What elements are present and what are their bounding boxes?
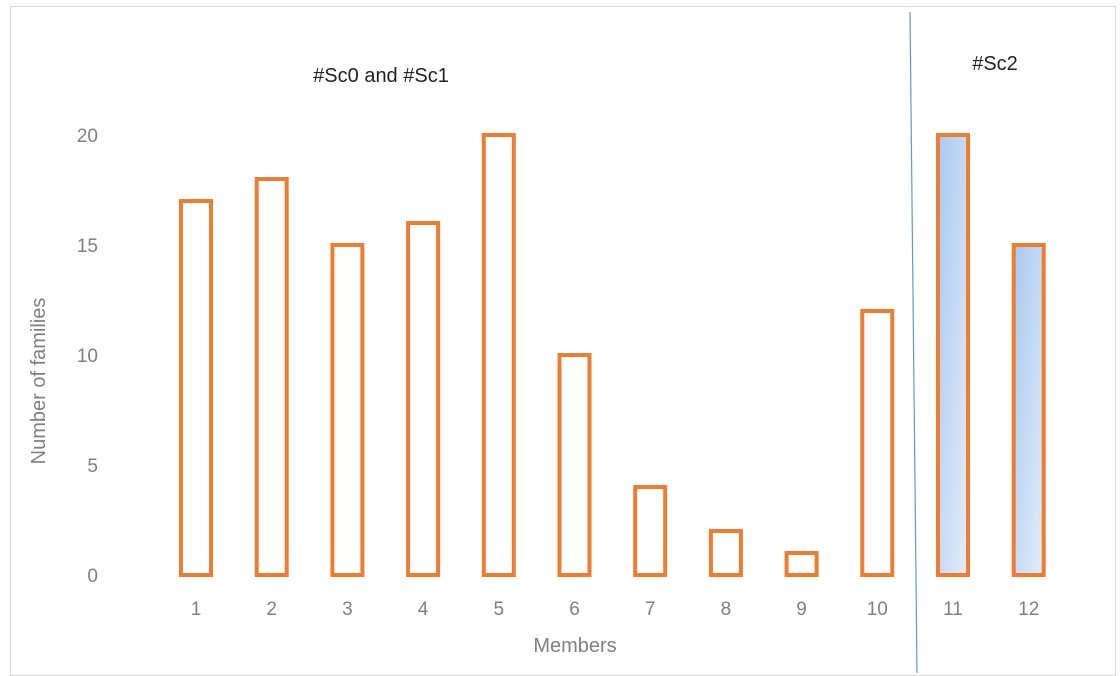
bar-4: [406, 221, 441, 577]
y-tick-labels: 0 5 10 15 20: [77, 126, 98, 587]
y-tick-label-0: 0: [87, 566, 98, 587]
x-axis-title: Members: [533, 635, 616, 657]
x-tick-label-6: 6: [569, 599, 580, 620]
x-tick-label-12: 12: [1018, 599, 1039, 620]
x-tick-label-7: 7: [645, 599, 656, 620]
x-tick-label-1: 1: [191, 599, 202, 620]
region-label-sc0-sc1: #Sc0 and #Sc1: [313, 65, 449, 87]
bar-7: [633, 485, 668, 577]
x-tick-label-5: 5: [494, 599, 505, 620]
scenario-divider-line: [909, 11, 918, 673]
bar-12: [1011, 243, 1046, 577]
y-tick-label-5: 5: [87, 456, 98, 477]
x-tick-labels: 1 2 3 4 5 6 7 8 9 10 11 12: [191, 599, 1040, 620]
bar-10: [860, 309, 895, 577]
bar-3: [330, 243, 365, 577]
bar-9: [784, 551, 819, 577]
x-tick-label-11: 11: [943, 599, 963, 620]
x-tick-label-4: 4: [418, 599, 429, 620]
x-tick-label-2: 2: [266, 599, 277, 620]
bar-2: [254, 177, 289, 577]
y-tick-label-20: 20: [77, 126, 98, 147]
x-tick-label-10: 10: [867, 599, 888, 620]
bar-6: [557, 353, 592, 577]
bar-11: [936, 133, 970, 577]
y-tick-label-15: 15: [77, 236, 98, 257]
y-axis-title: Number of families: [28, 298, 50, 465]
bar-5: [481, 133, 516, 577]
y-tick-label-10: 10: [77, 346, 98, 367]
bar-8: [708, 529, 743, 577]
bar-1: [179, 199, 213, 577]
x-tick-label-3: 3: [342, 599, 353, 620]
region-label-sc2: #Sc2: [972, 53, 1018, 75]
x-tick-label-9: 9: [796, 599, 807, 620]
bars-group: [179, 133, 1046, 577]
x-tick-label-8: 8: [721, 599, 732, 620]
